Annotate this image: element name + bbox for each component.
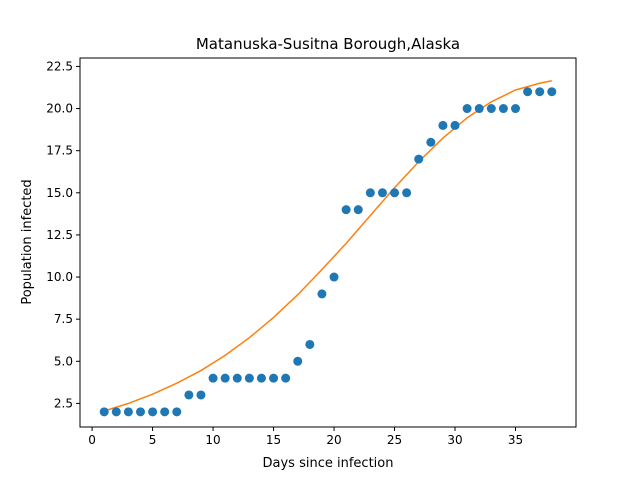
y-tick-label: 7.5 bbox=[54, 312, 73, 326]
x-tick-label: 0 bbox=[88, 433, 96, 447]
data-point bbox=[317, 289, 327, 299]
plot-frame bbox=[79, 57, 577, 428]
data-point bbox=[123, 407, 133, 417]
y-tick-label: 20.0 bbox=[46, 102, 73, 116]
y-tick-label: 12.5 bbox=[46, 228, 73, 242]
data-point bbox=[474, 104, 484, 114]
data-point bbox=[511, 104, 521, 114]
data-point bbox=[196, 390, 206, 400]
x-tick-label: 35 bbox=[508, 433, 523, 447]
data-point bbox=[390, 188, 400, 198]
data-points-layer bbox=[99, 87, 557, 417]
data-point bbox=[498, 104, 508, 114]
data-point bbox=[99, 407, 109, 417]
x-tick-label: 25 bbox=[387, 433, 402, 447]
x-tick-label: 15 bbox=[266, 433, 281, 447]
data-point bbox=[184, 390, 194, 400]
x-axis-label: Days since infection bbox=[263, 456, 394, 471]
data-point bbox=[365, 188, 375, 198]
data-point bbox=[232, 373, 242, 383]
fit-curve-layer bbox=[103, 80, 552, 412]
x-tick-label: 10 bbox=[205, 433, 220, 447]
data-point bbox=[486, 104, 496, 114]
y-tick-label: 2.5 bbox=[54, 396, 73, 410]
y-tick-label: 17.5 bbox=[46, 144, 73, 158]
data-point bbox=[281, 373, 291, 383]
y-tick-label: 22.5 bbox=[46, 59, 73, 73]
data-point bbox=[535, 87, 545, 97]
x-tick-label: 5 bbox=[149, 433, 157, 447]
x-tick-label: 20 bbox=[326, 433, 341, 447]
data-point bbox=[172, 407, 182, 417]
data-point bbox=[269, 373, 279, 383]
x-tick-label: 30 bbox=[447, 433, 462, 447]
data-point bbox=[244, 373, 254, 383]
y-tick-label: 15.0 bbox=[46, 186, 73, 200]
chart-title: Matanuska-Susitna Borough,Alaska bbox=[196, 35, 460, 53]
data-point bbox=[450, 120, 460, 130]
data-point bbox=[293, 356, 303, 366]
data-point bbox=[377, 188, 387, 198]
data-point bbox=[111, 407, 121, 417]
data-point bbox=[402, 188, 412, 198]
y-tick-label: 5.0 bbox=[54, 354, 73, 368]
data-point bbox=[414, 154, 424, 164]
data-point bbox=[426, 137, 436, 147]
fit-curve-line bbox=[103, 80, 552, 412]
data-point bbox=[547, 87, 557, 97]
axes-layer: 0 5 10 15 20 25 30 35 2.5 5.0 7.5 10.0 12.5 15.0 17.5 2… bbox=[46, 57, 577, 447]
data-point bbox=[148, 407, 158, 417]
data-point bbox=[329, 272, 339, 282]
data-point bbox=[462, 104, 472, 114]
data-point bbox=[523, 87, 533, 97]
data-point bbox=[305, 339, 315, 349]
data-point bbox=[256, 373, 266, 383]
data-point bbox=[220, 373, 230, 383]
data-point bbox=[438, 120, 448, 130]
data-point bbox=[341, 205, 351, 215]
y-tick-label: 10.0 bbox=[46, 270, 73, 284]
data-point bbox=[353, 205, 363, 215]
data-point bbox=[135, 407, 145, 417]
y-axis-label: Population infected bbox=[20, 179, 35, 304]
data-point bbox=[208, 373, 218, 383]
data-point bbox=[160, 407, 170, 417]
